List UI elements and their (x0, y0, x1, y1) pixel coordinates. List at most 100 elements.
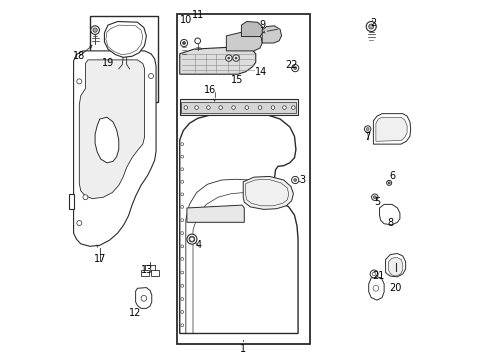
Circle shape (365, 126, 371, 132)
Circle shape (91, 26, 99, 35)
Polygon shape (104, 22, 147, 57)
Polygon shape (373, 114, 411, 144)
Circle shape (368, 24, 374, 29)
Bar (151, 270, 159, 276)
Polygon shape (389, 257, 403, 276)
Circle shape (77, 79, 82, 84)
Text: 15: 15 (231, 75, 244, 85)
Circle shape (181, 324, 184, 327)
Polygon shape (136, 288, 152, 309)
Circle shape (388, 182, 390, 184)
Circle shape (181, 206, 184, 208)
Circle shape (366, 22, 376, 32)
Circle shape (292, 176, 299, 184)
Bar (181, 102, 296, 113)
Circle shape (292, 106, 295, 109)
Circle shape (148, 73, 153, 78)
Circle shape (187, 234, 197, 244)
Text: 2: 2 (370, 18, 376, 28)
Text: 20: 20 (390, 283, 402, 293)
Circle shape (181, 155, 184, 158)
Bar (141, 270, 149, 276)
Circle shape (371, 194, 378, 201)
Circle shape (271, 106, 275, 109)
Circle shape (207, 106, 210, 109)
Circle shape (283, 106, 286, 109)
Polygon shape (226, 32, 262, 51)
Circle shape (181, 284, 184, 287)
Circle shape (294, 67, 296, 69)
Circle shape (195, 38, 200, 44)
Text: 1: 1 (240, 343, 246, 354)
Text: 17: 17 (94, 254, 106, 264)
Text: 18: 18 (73, 51, 85, 61)
Text: 9: 9 (259, 20, 265, 30)
Circle shape (181, 298, 184, 301)
Circle shape (181, 193, 184, 196)
Circle shape (180, 40, 188, 46)
Polygon shape (95, 117, 119, 163)
Circle shape (181, 231, 184, 234)
Circle shape (181, 219, 184, 222)
Bar (177, 14, 310, 344)
Circle shape (366, 128, 369, 131)
Polygon shape (79, 60, 145, 199)
Circle shape (245, 106, 248, 109)
Circle shape (181, 180, 184, 183)
Circle shape (232, 106, 235, 109)
Text: 21: 21 (372, 271, 385, 281)
Circle shape (294, 179, 296, 181)
Polygon shape (74, 51, 156, 246)
Circle shape (93, 28, 97, 32)
Circle shape (370, 270, 378, 278)
Text: 4: 4 (196, 239, 201, 249)
Circle shape (77, 221, 82, 226)
Polygon shape (69, 194, 74, 209)
Text: 11: 11 (192, 10, 204, 20)
Circle shape (258, 106, 262, 109)
Circle shape (233, 55, 239, 61)
Circle shape (181, 311, 184, 314)
Text: 5: 5 (374, 197, 381, 207)
Bar (90, 16, 158, 102)
Circle shape (190, 237, 194, 241)
Circle shape (184, 106, 188, 109)
Text: 14: 14 (255, 67, 267, 77)
Polygon shape (243, 176, 294, 210)
Circle shape (387, 180, 392, 185)
Circle shape (181, 143, 184, 145)
Text: 7: 7 (364, 132, 370, 142)
Polygon shape (376, 117, 407, 141)
Polygon shape (187, 205, 245, 222)
Circle shape (228, 57, 230, 59)
Circle shape (219, 106, 222, 109)
Circle shape (83, 195, 88, 200)
Polygon shape (242, 22, 263, 37)
Text: 10: 10 (180, 15, 192, 26)
Circle shape (235, 57, 237, 59)
Circle shape (292, 64, 299, 72)
Text: 3: 3 (299, 175, 305, 185)
Polygon shape (180, 46, 256, 74)
Circle shape (181, 245, 184, 248)
Circle shape (181, 168, 184, 171)
Text: 8: 8 (387, 218, 393, 228)
Text: 13: 13 (141, 265, 153, 275)
Polygon shape (180, 99, 298, 115)
Text: 12: 12 (129, 308, 142, 318)
Polygon shape (379, 204, 400, 225)
Polygon shape (180, 113, 298, 333)
Circle shape (225, 55, 232, 61)
Polygon shape (386, 253, 406, 277)
Text: 22: 22 (285, 59, 298, 69)
Circle shape (195, 106, 198, 109)
Polygon shape (262, 26, 282, 43)
Text: 16: 16 (204, 85, 216, 95)
Circle shape (373, 196, 376, 199)
Circle shape (181, 271, 184, 274)
Circle shape (181, 257, 184, 260)
Text: 19: 19 (102, 58, 114, 68)
Text: 6: 6 (389, 171, 395, 181)
Polygon shape (368, 277, 384, 300)
Circle shape (183, 41, 186, 44)
